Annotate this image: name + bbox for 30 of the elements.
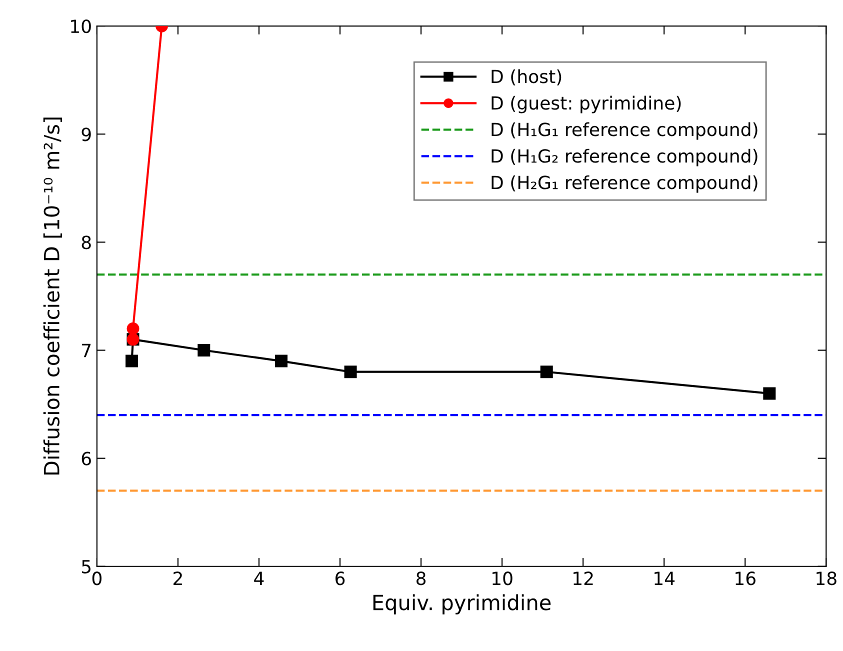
point xyxy=(275,354,288,368)
y-axis-title: Diffusion coefficient D [10⁻¹⁰ m²/s] xyxy=(43,118,62,475)
legend-label: D (guest: pyrimidine) xyxy=(492,96,681,114)
x-tick-label: 16 xyxy=(736,572,756,586)
y-tick-label: 9 xyxy=(82,128,91,142)
point xyxy=(198,344,210,356)
x-tick-label: 14 xyxy=(654,572,675,585)
y-tick-label: 5 xyxy=(82,560,91,574)
x-tick-label: 12 xyxy=(574,572,593,585)
x-tick-label: 8 xyxy=(416,572,426,586)
point xyxy=(126,354,138,368)
point xyxy=(540,366,553,378)
x-tick-label: 6 xyxy=(336,572,345,586)
legend-label: D (H₁G₁ reference compound) xyxy=(492,122,758,140)
y-tick-label: 10 xyxy=(71,20,91,34)
legend-label: D (H₁G₂ reference compound) xyxy=(492,148,758,166)
y-tick-label: 8 xyxy=(82,236,91,250)
x-axis-title: Equiv. pyrimidine xyxy=(373,594,551,614)
x-tick-label: 4 xyxy=(254,572,264,585)
x-tick-label: 10 xyxy=(492,572,512,586)
point xyxy=(344,366,357,378)
y-tick-label: 7 xyxy=(82,344,91,358)
legend-label: D (host) xyxy=(492,69,562,86)
point xyxy=(763,387,776,400)
x-tick-label: 2 xyxy=(174,572,182,585)
point xyxy=(126,322,140,335)
x-tick-label: 0 xyxy=(92,572,102,586)
y-tick-label: 6 xyxy=(82,452,91,466)
x-tick-label: 18 xyxy=(816,572,836,586)
legend-label: D (H₂G₁ reference compound) xyxy=(492,175,758,193)
